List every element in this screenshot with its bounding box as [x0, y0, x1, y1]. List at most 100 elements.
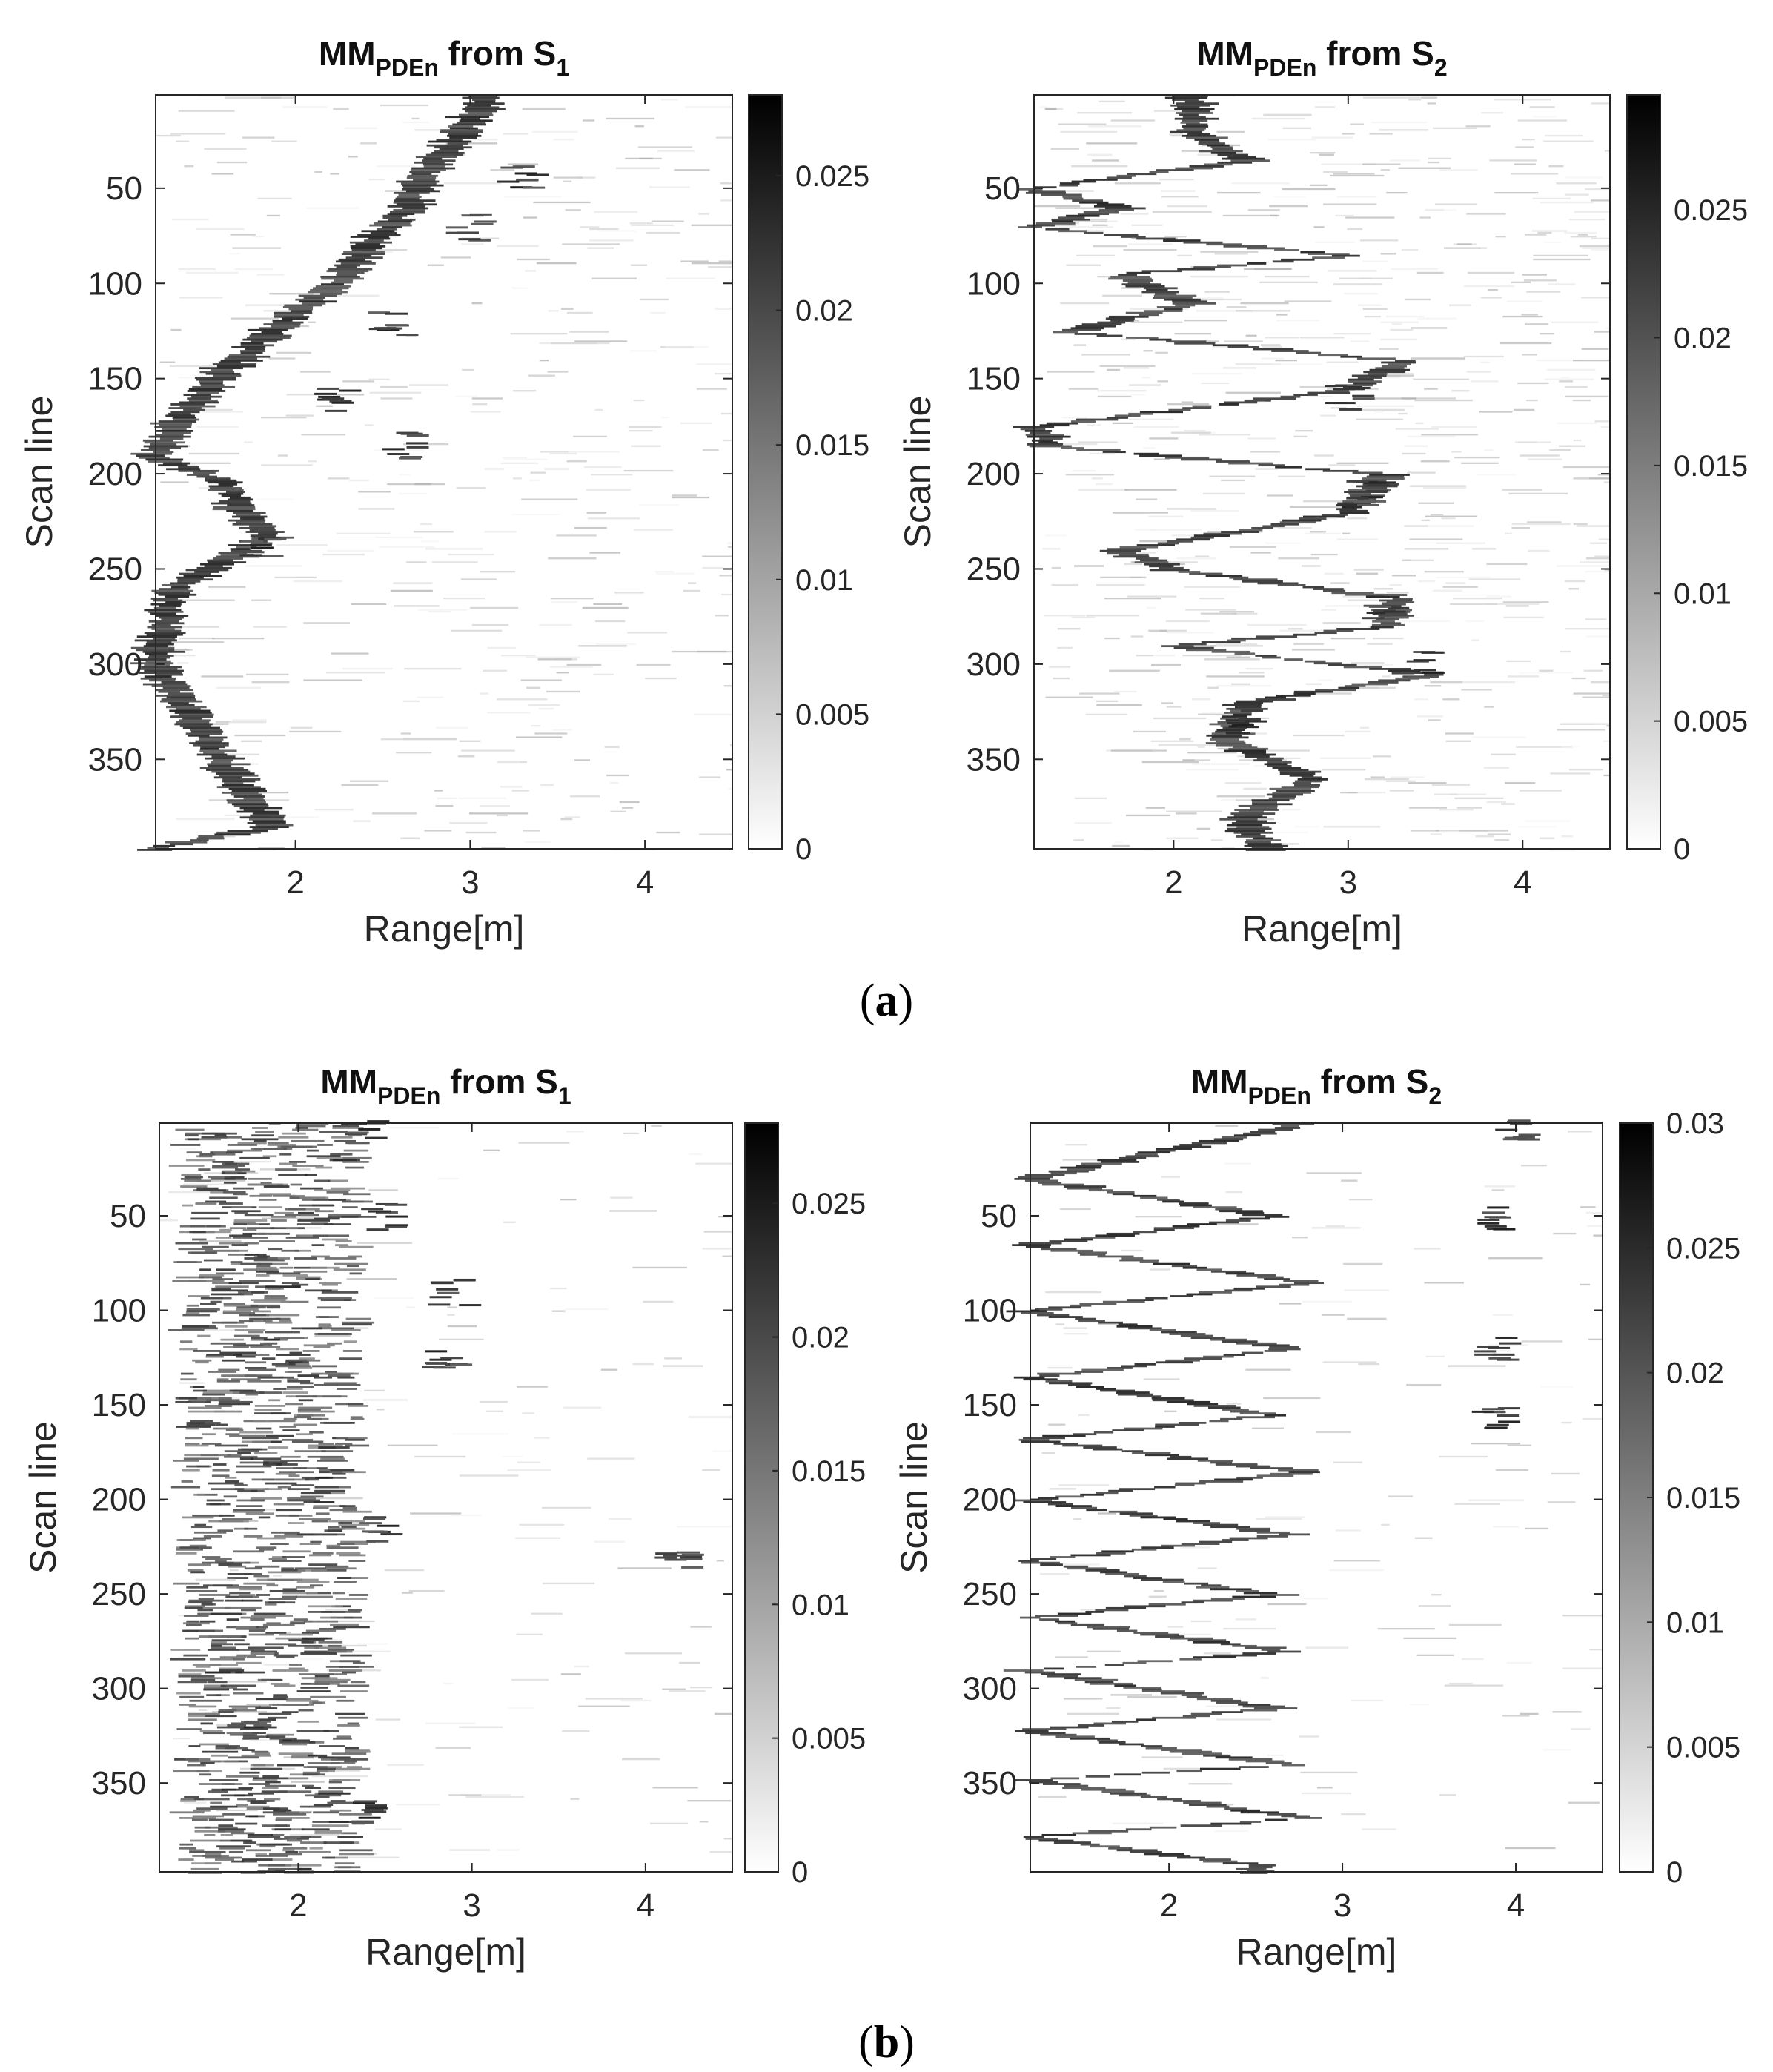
heatmap-trace-cell: [1236, 820, 1267, 823]
heatmap-trace-cell: [1140, 1196, 1168, 1199]
heatmap-trace-cell: [1267, 1813, 1297, 1816]
heatmap-cell: [1092, 224, 1108, 226]
heatmap-band-cell: [215, 1747, 248, 1750]
heatmap-cell: [714, 372, 732, 375]
heatmap-trace-cell: [1095, 1234, 1135, 1237]
heatmap-blob-cell: [1363, 604, 1386, 607]
heatmap-cell: [1444, 1684, 1504, 1687]
heatmap-cell: [1579, 245, 1610, 248]
heatmap-trace-cell: [1146, 288, 1168, 291]
heatmap-trace-cell: [1105, 1573, 1139, 1575]
heatmap-cell: [1048, 1423, 1066, 1426]
heatmap-trace-cell: [1208, 1406, 1241, 1409]
heatmap-cell: [1414, 1537, 1433, 1539]
heatmap-band-cell: [328, 1520, 365, 1523]
heatmap-cell: [589, 239, 634, 242]
heatmap-band-cell: [327, 1342, 342, 1345]
heatmap-cell: [1511, 173, 1559, 175]
heatmap-band-cell: [218, 1828, 246, 1831]
heatmap-band-cell: [262, 1478, 294, 1481]
heatmap-band-cell: [349, 1594, 368, 1596]
heatmap-cell: [1480, 297, 1502, 299]
heatmap-cell: [1577, 525, 1610, 527]
heatmap-trace-cell: [282, 306, 314, 308]
heatmap-trace-cell: [1255, 698, 1296, 701]
heatmap-cell: [1104, 598, 1161, 600]
heatmap-cell: [1471, 380, 1499, 383]
heatmap-band-cell: [210, 1801, 222, 1804]
heatmap-cell: [1347, 1317, 1387, 1320]
heatmap-cell: [1202, 492, 1246, 495]
heatmap-band-cell: [229, 1733, 258, 1736]
heatmap-cell: [461, 243, 484, 245]
heatmap-trace-cell: [1023, 1378, 1058, 1381]
heatmap-cell: [1150, 1268, 1171, 1271]
heatmap-trace-cell: [1256, 1531, 1290, 1534]
heatmap-trace-cell: [1215, 1756, 1253, 1759]
heatmap-cell: [490, 169, 515, 171]
heatmap-cell: [1525, 323, 1549, 325]
heatmap-trace-cell: [1234, 809, 1279, 811]
heatmap-cell: [460, 578, 497, 580]
heatmap-blob-cell: [516, 179, 539, 182]
heatmap-trace-cell: [1184, 100, 1204, 103]
heatmap-cell: [333, 107, 349, 110]
heatmap-cell: [1267, 494, 1293, 497]
heatmap-band-cell: [307, 1455, 344, 1458]
heatmap-cell: [669, 1690, 706, 1692]
heatmap-trace-cell: [1191, 1142, 1227, 1145]
heatmap-cell: [1054, 1563, 1100, 1566]
heatmap-trace-cell: [1155, 293, 1177, 295]
heatmap-band-cell: [323, 1841, 354, 1844]
heatmap-trace-cell: [165, 601, 186, 603]
heatmap-band-cell: [320, 1457, 345, 1460]
heatmap-trace-cell: [1378, 679, 1411, 682]
heatmap-cell: [1222, 214, 1280, 217]
heatmap-band-cell: [185, 1427, 199, 1430]
heatmap-blob-cell: [429, 1358, 452, 1361]
heatmap-cell: [578, 645, 627, 647]
heatmap-cell: [1424, 1282, 1465, 1284]
heatmap-trace-cell: [1045, 228, 1070, 231]
heatmap-band-cell: [242, 1440, 271, 1443]
heatmap-cell: [1342, 532, 1351, 534]
heatmap-cell: [316, 1620, 375, 1623]
heatmap-trace-cell: [341, 253, 385, 255]
heatmap-cell: [497, 245, 539, 248]
heatmap-band-cell: [253, 1612, 286, 1615]
heatmap-trace-cell: [1173, 646, 1214, 649]
heatmap-trace-cell: [1078, 213, 1110, 216]
heatmap-band-cell: [268, 1558, 287, 1560]
heatmap-cell: [1502, 1715, 1530, 1717]
heatmap-band-cell: [268, 1867, 302, 1870]
heatmap-trace-cell: [1283, 1280, 1319, 1282]
heatmap-band-cell: [251, 1134, 274, 1137]
heatmap-band-cell: [193, 1531, 227, 1534]
heatmap-band-cell: [348, 1405, 368, 1407]
heatmap-trace-cell: [1257, 582, 1299, 585]
heatmap-trace-cell: [1133, 1231, 1157, 1234]
heatmap-trace-cell: [1345, 685, 1366, 687]
heatmap-cell: [1179, 1633, 1211, 1635]
heatmap-blob-cell: [1488, 1357, 1511, 1360]
heatmap-cell: [1215, 643, 1258, 645]
heatmap-cell: [241, 799, 290, 801]
heatmap-trace-cell: [1024, 430, 1052, 432]
heatmap-band-cell: [272, 1556, 287, 1558]
heatmap-cell: [1550, 772, 1591, 775]
heatmap-band-cell: [282, 1743, 308, 1746]
heatmap-cell: [1454, 1503, 1501, 1505]
heatmap-band-cell: [205, 1826, 238, 1829]
heatmap-trace-cell: [1141, 291, 1179, 294]
heatmap-cell: [1329, 174, 1385, 177]
heatmap-trace-cell: [1233, 713, 1252, 716]
heatmap-trace-cell: [1153, 1228, 1175, 1231]
heatmap-band-cell: [340, 1654, 372, 1657]
heatmap-band-cell: [202, 1732, 225, 1735]
heatmap-cell: [604, 746, 620, 748]
heatmap-band-cell: [337, 1836, 363, 1838]
heatmap-trace-cell: [226, 491, 245, 493]
heatmap-band-cell: [315, 1166, 333, 1169]
heatmap-blob-cell: [450, 1363, 473, 1366]
